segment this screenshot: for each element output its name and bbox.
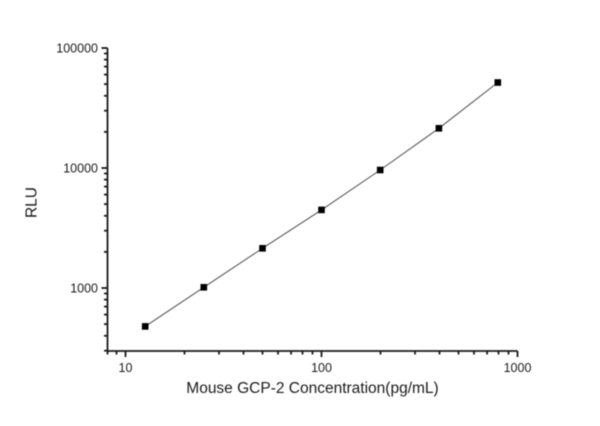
svg-text:10: 10 <box>119 361 133 375</box>
svg-text:Mouse GCP-2 Concentration(pg/m: Mouse GCP-2 Concentration(pg/mL) <box>186 380 438 397</box>
svg-text:1000: 1000 <box>504 361 532 375</box>
svg-text:RLU: RLU <box>23 187 40 218</box>
svg-text:10000: 10000 <box>63 162 98 176</box>
svg-text:100000: 100000 <box>56 42 98 56</box>
svg-text:1000: 1000 <box>70 282 98 296</box>
svg-text:100: 100 <box>311 361 332 375</box>
